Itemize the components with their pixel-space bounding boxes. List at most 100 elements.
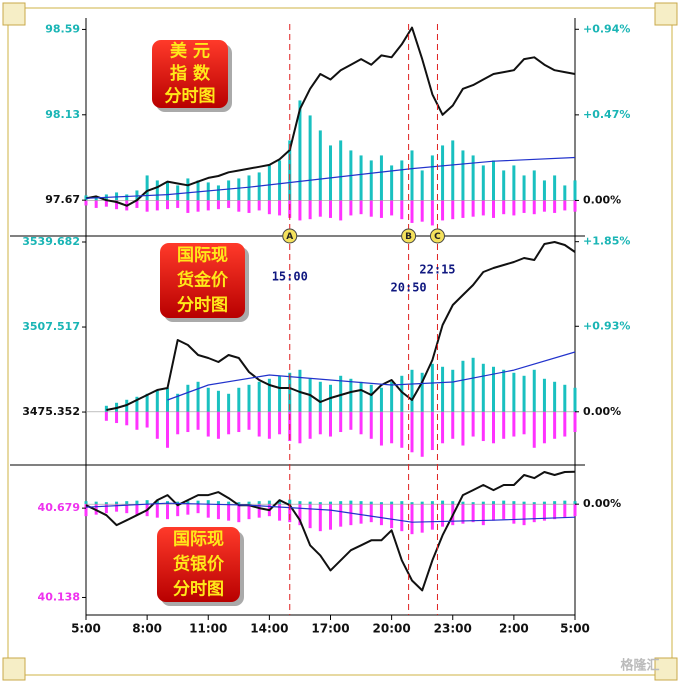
volume-down-bar (247, 411, 251, 430)
volume-down-bar (155, 411, 159, 439)
volume-down-bar (166, 504, 169, 520)
volume-down-bar (196, 200, 200, 212)
volume-up-bar (532, 170, 536, 201)
x-tick-label: 8:00 (132, 622, 162, 636)
volume-up-bar (359, 155, 363, 201)
volume-up-bar (532, 502, 536, 505)
volume-down-bar (135, 504, 139, 515)
volume-down-bar (481, 200, 485, 216)
volume-down-bar (451, 200, 455, 220)
volume-down-bar (532, 411, 536, 448)
volume-up-bar (308, 115, 312, 201)
frame (7, 7, 673, 676)
panel-label-box (157, 527, 240, 602)
volume-up-bar (502, 170, 506, 201)
x-tick-label: 2:00 (499, 622, 529, 636)
volume-up-bar (135, 500, 139, 505)
volume-down-bar (339, 504, 343, 527)
panel-label-box (152, 40, 228, 108)
volume-up-bar (379, 155, 383, 201)
volume-up-bar (451, 369, 455, 412)
y-tick-label: 40.138 (38, 590, 80, 603)
volume-up-bar (176, 185, 180, 201)
volume-up-bar (522, 375, 526, 412)
volume-down-bar (267, 200, 271, 215)
volume-down-bar (206, 411, 210, 437)
volume-up-bar (227, 501, 231, 505)
volume-down-bar (512, 411, 516, 437)
volume-up-bar (227, 393, 231, 412)
volume-up-bar (512, 501, 516, 505)
volume-up-bar (288, 372, 292, 412)
volume-down-bar (379, 504, 383, 526)
average-line (85, 156, 576, 199)
volume-down-bar (329, 200, 332, 218)
price-line (106, 241, 576, 411)
volume-down-bar (359, 411, 363, 435)
volume-up-bar (308, 501, 312, 505)
volume-up-bar (542, 378, 546, 412)
volume-up-bar (481, 501, 485, 505)
event-marker (282, 228, 298, 244)
volume-up-bar (329, 145, 332, 201)
volume-up-bar (318, 130, 322, 201)
volume-down-bar (502, 411, 506, 439)
volume-up-bar (298, 501, 302, 505)
corner-ornament (2, 657, 26, 681)
volume-down-bar (288, 504, 292, 523)
volume-up-bar (125, 194, 129, 201)
volume-down-bar (390, 504, 394, 529)
volume-down-bar (349, 200, 353, 216)
volume-up-bar (349, 378, 353, 412)
volume-down-bar (237, 411, 241, 433)
y2-tick-label: +1.85% (583, 235, 630, 248)
volume-up-bar (573, 180, 577, 201)
volume-up-bar (461, 360, 465, 412)
volume-down-bar (461, 504, 465, 524)
volume-up-bar (288, 140, 292, 201)
volume-down-bar (410, 411, 414, 453)
volume-down-bar (400, 411, 404, 448)
volume-up-bar (298, 100, 302, 201)
volume-up-bar (430, 501, 434, 505)
volume-down-bar (278, 200, 282, 216)
volume-down-bar (430, 200, 434, 226)
volume-down-bar (227, 200, 231, 208)
x-tick-label: 5:00 (560, 622, 590, 636)
corner-ornament (2, 2, 26, 26)
volume-up-bar (492, 501, 495, 505)
volume-up-bar (441, 145, 445, 201)
volume-down-bar (196, 411, 200, 430)
volume-down-bar (176, 504, 180, 517)
volume-down-bar (176, 411, 180, 435)
volume-up-bar (390, 165, 394, 201)
volume-down-bar (471, 200, 475, 217)
volume-up-bar (481, 363, 485, 412)
volume-up-bar (216, 501, 220, 505)
volume-up-bar (512, 372, 516, 412)
volume-up-bar (145, 175, 149, 201)
price-line (85, 470, 576, 592)
volume-up-bar (278, 160, 282, 201)
volume-down-bar (247, 200, 251, 213)
volume-up-bar (553, 175, 557, 201)
event-marker (401, 228, 417, 244)
volume-up-bar (176, 393, 180, 412)
volume-up-bar (379, 502, 383, 505)
volume-up-bar (441, 500, 445, 505)
volume-up-bar (430, 155, 434, 201)
volume-down-bar (553, 200, 557, 213)
y-tick-label: 40.679 (38, 501, 80, 514)
watermark: 格隆汇 (620, 658, 659, 674)
volume-up-bar (430, 363, 434, 412)
volume-up-bar (318, 502, 322, 505)
volume-down-bar (542, 504, 546, 521)
volume-up-bar (237, 502, 241, 505)
volume-up-bar (145, 500, 149, 505)
panel-label: 货金价 (177, 270, 229, 291)
volume-down-bar (155, 200, 159, 211)
volume-down-bar (369, 504, 373, 523)
volume-up-bar (461, 501, 465, 505)
volume-up-bar (573, 387, 577, 412)
